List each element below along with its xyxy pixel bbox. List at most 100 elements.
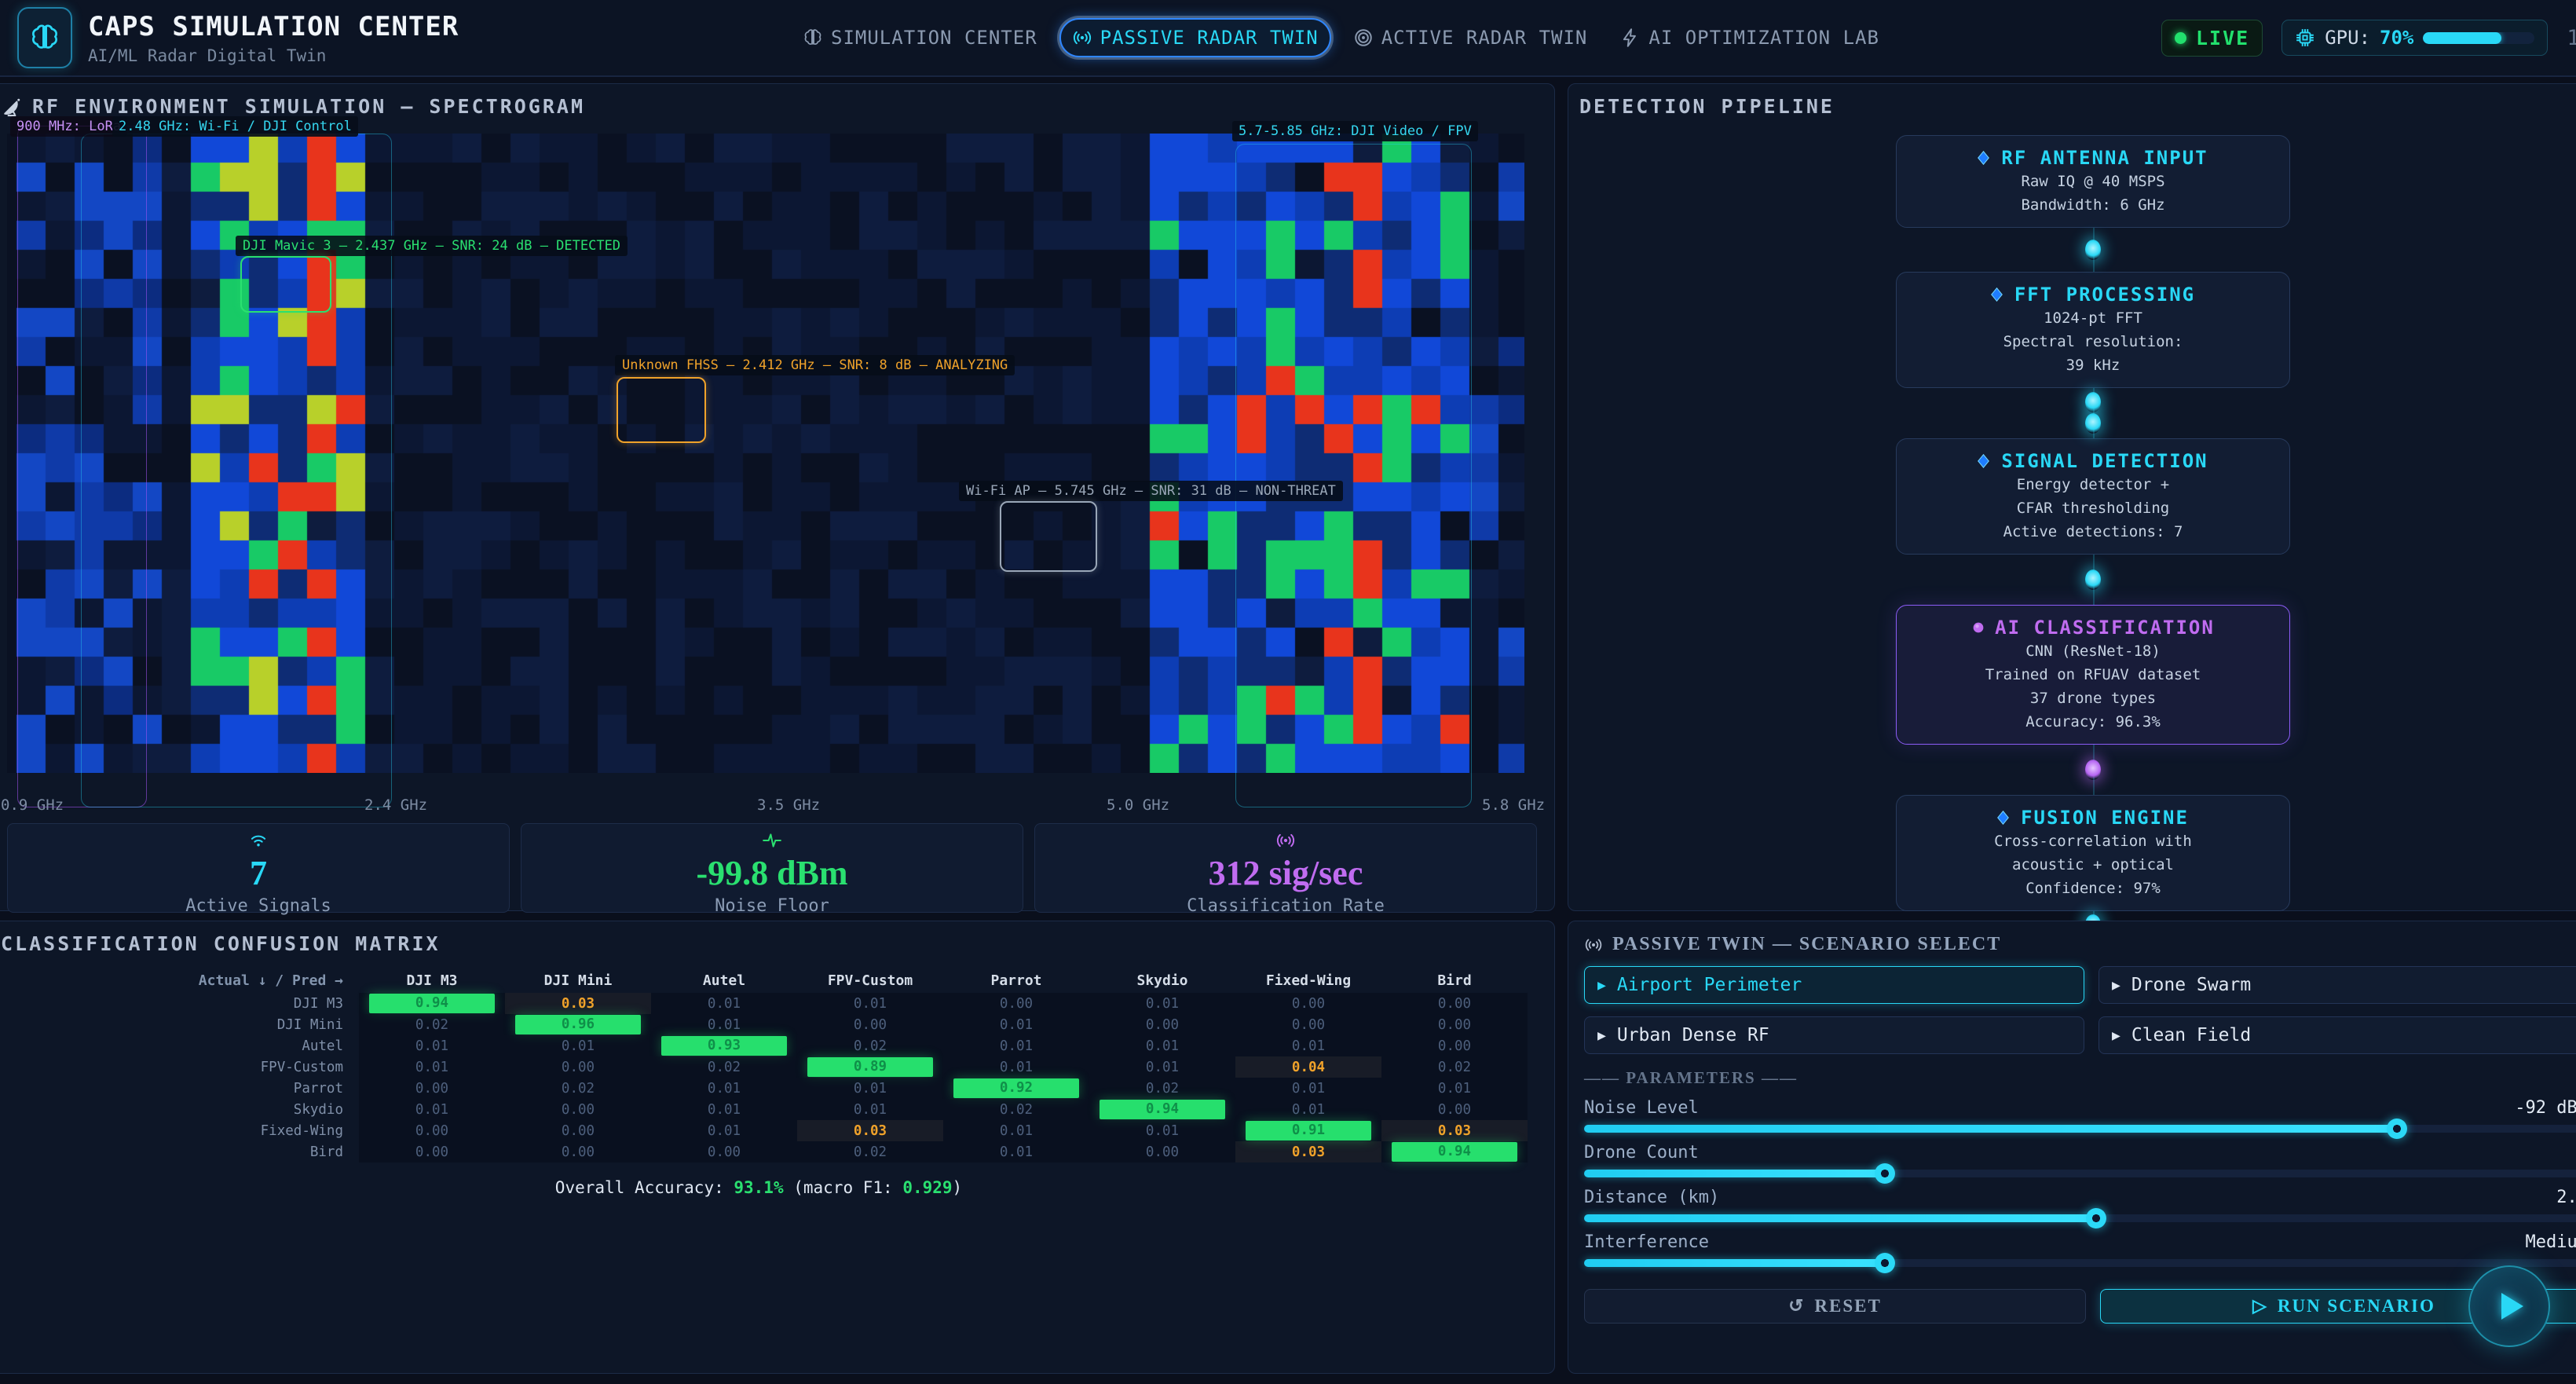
nav-item-simulation-center[interactable]: SIMULATION CENTER	[792, 20, 1048, 56]
play-icon	[2501, 1293, 2523, 1320]
matrix-row-label: Bird	[309, 1144, 343, 1160]
matrix-cell: 0.01	[651, 1099, 797, 1120]
pipeline-node-title: RF ANTENNA INPUT	[2001, 147, 2208, 169]
scenario-button-airport-perimeter[interactable]: ▶ Airport Perimeter	[1584, 966, 2084, 1004]
matrix-cell: 0.93	[651, 1035, 797, 1056]
nav-item-ai-optimization-lab[interactable]: AI OPTIMIZATION LAB	[1609, 20, 1890, 56]
matrix-cell: 0.00	[651, 1141, 797, 1162]
matrix-cell: 0.00	[797, 1014, 943, 1035]
floating-play-button[interactable]	[2468, 1265, 2550, 1347]
matrix-cell: 0.00	[359, 1141, 505, 1162]
accuracy-value: 93.1%	[734, 1178, 784, 1197]
matrix-cell: 0.01	[943, 1014, 1089, 1035]
slider-interference: Interference Medium	[1584, 1232, 2576, 1273]
matrix-cell: 0.03	[1235, 1141, 1381, 1162]
pipeline-node-title: FFT PROCESSING	[2014, 284, 2196, 306]
pipeline-node-signal-detection: SIGNAL DETECTION Energy detector + CFAR th…	[1896, 438, 2290, 555]
matrix-cell: 0.01	[359, 1099, 505, 1120]
gpu-percent: 70%	[2380, 27, 2414, 49]
matrix-cell: 0.01	[943, 1141, 1089, 1162]
pipeline-node-title: SIGNAL DETECTION	[2001, 450, 2208, 472]
slider-drone-count: Drone Count	[1584, 1143, 2576, 1184]
f1-prefix: (macro F1:	[783, 1178, 903, 1197]
slider-thumb[interactable]	[1875, 1163, 1896, 1184]
wifi-icon	[248, 830, 269, 851]
matrix-cell: 0.03	[797, 1120, 943, 1141]
nav-item-passive-radar-twin[interactable]: PASSIVE RADAR TWIN	[1059, 18, 1331, 57]
slider-value: Medium	[2525, 1232, 2576, 1252]
pipeline-node-line: Trained on RFUAV dataset	[1985, 666, 2201, 683]
frequency-axis: 0.9 GHz 2.4 GHz 3.5 GHz 5.0 GHz 5.8 GHz	[1, 796, 1545, 817]
matrix-cell: 0.01	[1089, 993, 1235, 1014]
matrix-cell: 0.01	[651, 1120, 797, 1141]
matrix-cell: 0.01	[1089, 1120, 1235, 1141]
pipeline-node-line: acoustic + optical	[2012, 856, 2174, 873]
matrix-cell: 0.01	[797, 1078, 943, 1099]
matrix-cell: 0.00	[1381, 993, 1528, 1014]
slider-track[interactable]	[1584, 1253, 2576, 1273]
pipeline-node-fft-processing: FFT PROCESSING 1024-pt FFT Spectral resolu…	[1896, 272, 2290, 388]
matrix-cell: 0.00	[505, 1056, 651, 1078]
matrix-cell: 0.01	[651, 1014, 797, 1035]
pipeline-node-line: Raw IQ @ 40 MSPS	[2021, 173, 2165, 190]
matrix-cell: 0.02	[1381, 1056, 1528, 1078]
pipeline-title: DETECTION PIPELINE	[1579, 95, 1835, 118]
matrix-cell: 0.00	[359, 1120, 505, 1141]
axis-tick: 5.0 GHz	[1107, 796, 1170, 814]
scenario-button-urban-dense-rf[interactable]: ▶ Urban Dense RF	[1584, 1016, 2084, 1054]
gpu-label: GPU:	[2325, 27, 2371, 49]
pipeline-node-line: Active detections: 7	[2003, 523, 2183, 540]
gpu-bar-fill	[2423, 31, 2501, 44]
chip-icon	[2295, 27, 2315, 48]
f1-value: 0.929	[902, 1178, 953, 1197]
scenario-button-drone-swarm[interactable]: ▶ Drone Swarm	[2098, 966, 2576, 1004]
triangle-right-icon: ▶	[1597, 976, 1606, 994]
slider-track[interactable]	[1584, 1163, 2576, 1184]
broadcast-icon	[1584, 935, 1603, 954]
pipeline-connector	[1905, 745, 2281, 795]
matrix-row-label: Autel	[302, 1038, 343, 1054]
matrix-cell: 0.94	[1089, 1099, 1235, 1120]
circle-icon	[1971, 621, 1985, 635]
matrix-cell: 0.01	[943, 1035, 1089, 1056]
slider-fill	[1584, 1259, 1886, 1267]
stat-value: 312 sig/sec	[1208, 854, 1363, 892]
diamond-icon	[1990, 287, 2005, 302]
slider-track[interactable]	[1584, 1208, 2576, 1228]
matrix-cell: 0.01	[1381, 1078, 1528, 1099]
gpu-bar	[2423, 31, 2535, 44]
diamond-icon	[1978, 454, 1992, 468]
pipeline-flow-dot	[2085, 391, 2101, 412]
pipeline-node-line: CFAR thresholding	[2016, 500, 2170, 517]
matrix-cell: 0.03	[505, 993, 651, 1014]
matrix-cell: 0.00	[1381, 1035, 1528, 1056]
triangle-right-icon: ▶	[2112, 976, 2120, 994]
pipeline-flow-dot	[2085, 569, 2101, 590]
matrix-cell: 0.00	[505, 1099, 651, 1120]
pipeline-node-line: Accuracy: 96.3%	[2025, 713, 2161, 730]
matrix-cell: 0.89	[797, 1056, 943, 1078]
nav-item-active-radar-twin[interactable]: ACTIVE RADAR TWIN	[1342, 20, 1599, 56]
matrix-cell: 0.92	[943, 1078, 1089, 1099]
matrix-row-label: Skydio	[293, 1101, 343, 1118]
matrix-title: CLASSIFICATION CONFUSION MATRIX	[1, 932, 441, 955]
axis-tick: 2.4 GHz	[364, 796, 428, 814]
slider-distance-km-: Distance (km) 2.5	[1584, 1188, 2576, 1228]
pipeline-node-line: CNN (ResNet-18)	[2025, 643, 2161, 660]
accuracy-prefix: Overall Accuracy:	[554, 1178, 734, 1197]
reset-button[interactable]: ↺ RESET	[1584, 1289, 2086, 1324]
matrix-cell: 0.00	[1381, 1014, 1528, 1035]
spectrogram-plot: 900 MHz: LoRa 2.48 GHz: Wi-Fi / DJI Contr…	[7, 116, 1537, 807]
slider-thumb[interactable]	[1875, 1253, 1896, 1273]
page-subtitle: AI/ML Radar Digital Twin	[88, 46, 327, 65]
slider-track[interactable]	[1584, 1119, 2576, 1139]
slider-thumb[interactable]	[2387, 1119, 2408, 1139]
matrix-row-label: FPV-Custom	[260, 1059, 343, 1075]
scenario-button-clean-field[interactable]: ▶ Clean Field	[2098, 1016, 2576, 1054]
pipeline-flow-dot	[2085, 760, 2101, 780]
slider-thumb[interactable]	[2085, 1208, 2106, 1228]
slider-fill	[1584, 1125, 2398, 1133]
detection-label: Wi-Fi AP — 5.745 GHz — SNR: 31 dB — NON-…	[959, 481, 1343, 501]
matrix-cell: 0.01	[797, 1099, 943, 1120]
